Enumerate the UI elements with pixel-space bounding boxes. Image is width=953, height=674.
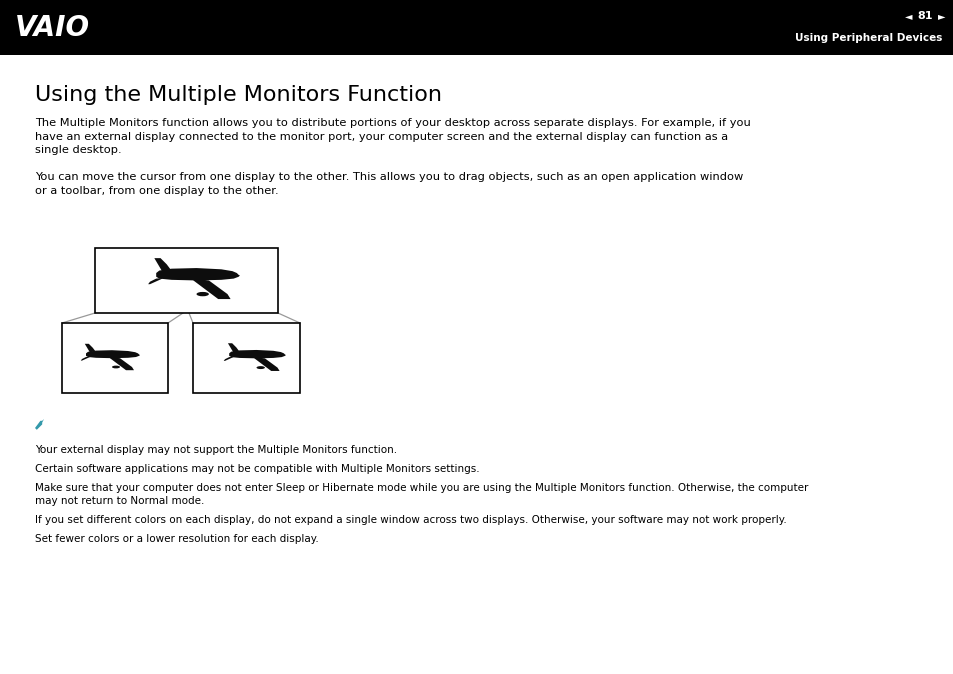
Ellipse shape xyxy=(112,365,120,369)
Polygon shape xyxy=(224,357,233,361)
Text: may not return to Normal mode.: may not return to Normal mode. xyxy=(35,496,204,506)
Text: Using the Multiple Monitors Function: Using the Multiple Monitors Function xyxy=(35,85,441,105)
Polygon shape xyxy=(85,344,95,353)
Text: 81: 81 xyxy=(916,11,932,21)
Text: ►: ► xyxy=(937,11,944,21)
Polygon shape xyxy=(193,278,231,299)
Bar xyxy=(95,248,277,313)
Bar xyxy=(193,323,299,393)
Ellipse shape xyxy=(196,292,209,297)
Text: The Multiple Monitors function allows you to distribute portions of your desktop: The Multiple Monitors function allows yo… xyxy=(35,118,750,155)
Bar xyxy=(0,0,953,55)
Text: Make sure that your computer does not enter Sleep or Hibernate mode while you ar: Make sure that your computer does not en… xyxy=(35,483,807,493)
Polygon shape xyxy=(156,268,239,280)
Polygon shape xyxy=(148,278,162,284)
Ellipse shape xyxy=(256,366,265,369)
Polygon shape xyxy=(86,350,140,358)
Polygon shape xyxy=(35,419,44,430)
Polygon shape xyxy=(154,258,171,272)
Text: Certain software applications may not be compatible with Multiple Monitors setti: Certain software applications may not be… xyxy=(35,464,479,474)
Polygon shape xyxy=(254,357,279,371)
Text: Set fewer colors or a lower resolution for each display.: Set fewer colors or a lower resolution f… xyxy=(35,534,318,544)
Text: Using Peripheral Devices: Using Peripheral Devices xyxy=(794,33,941,43)
Bar xyxy=(62,323,168,393)
Text: If you set different colors on each display, do not expand a single window acros: If you set different colors on each disp… xyxy=(35,515,786,525)
Text: Your external display may not support the Multiple Monitors function.: Your external display may not support th… xyxy=(35,445,396,455)
Polygon shape xyxy=(229,350,286,359)
Text: VAIO: VAIO xyxy=(15,14,90,42)
Polygon shape xyxy=(110,357,133,370)
Polygon shape xyxy=(81,357,90,361)
Text: ◄: ◄ xyxy=(903,11,911,21)
Polygon shape xyxy=(228,343,238,353)
Text: You can move the cursor from one display to the other. This allows you to drag o: You can move the cursor from one display… xyxy=(35,172,742,195)
